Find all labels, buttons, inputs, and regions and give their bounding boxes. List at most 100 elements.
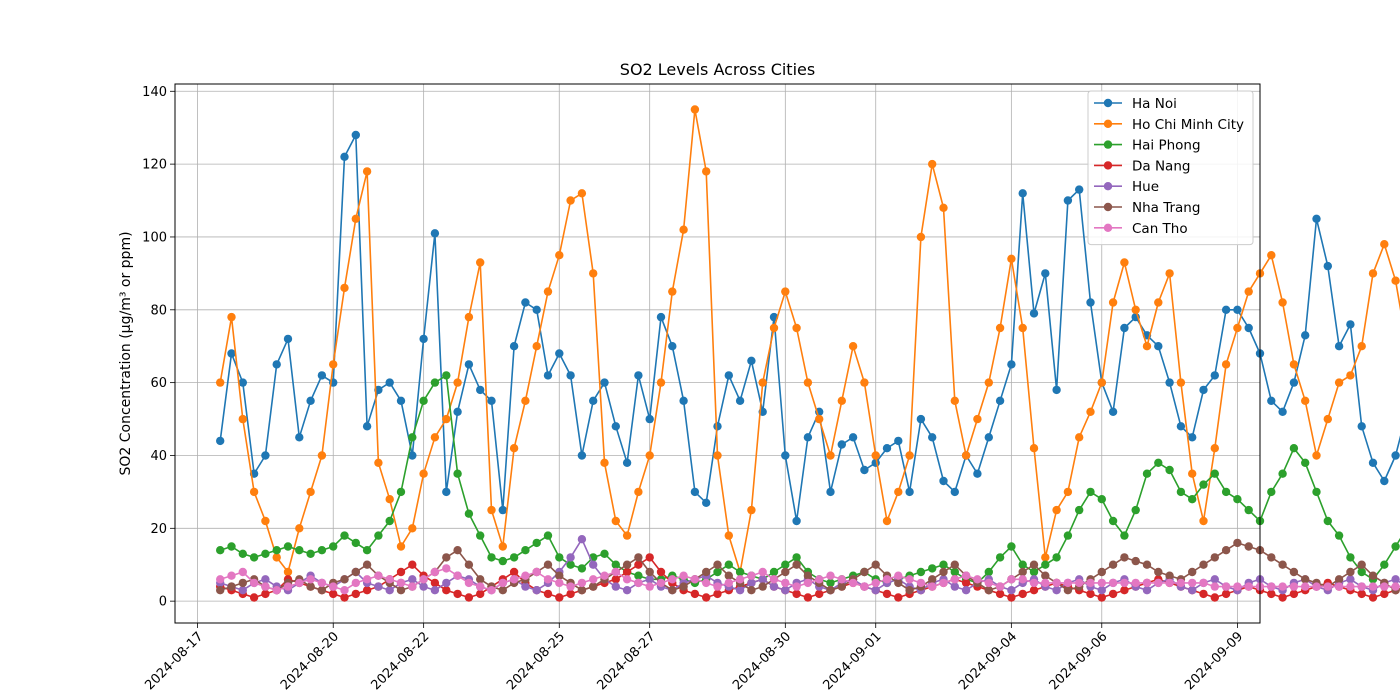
data-point bbox=[1165, 269, 1174, 278]
data-point bbox=[916, 414, 926, 424]
data-point bbox=[340, 586, 349, 595]
data-point bbox=[1244, 582, 1253, 591]
data-point bbox=[317, 578, 327, 588]
legend-marker bbox=[1103, 202, 1113, 212]
data-point bbox=[1154, 298, 1163, 307]
data-point bbox=[894, 571, 903, 580]
data-point bbox=[679, 225, 688, 234]
legend-item: Da Nang bbox=[1094, 158, 1190, 174]
data-point bbox=[1018, 189, 1027, 198]
data-point bbox=[826, 586, 835, 595]
data-point bbox=[1301, 331, 1310, 340]
data-point bbox=[1301, 396, 1310, 405]
data-point bbox=[1289, 582, 1299, 591]
data-point bbox=[645, 575, 654, 584]
data-point bbox=[261, 549, 270, 558]
data-point bbox=[634, 553, 643, 562]
data-point bbox=[781, 567, 790, 577]
data-point bbox=[702, 578, 711, 588]
data-point bbox=[521, 582, 530, 591]
data-point bbox=[487, 553, 496, 562]
data-point bbox=[871, 560, 880, 569]
data-point bbox=[577, 535, 587, 544]
data-point bbox=[1289, 567, 1299, 577]
data-point bbox=[634, 571, 643, 580]
data-point bbox=[735, 396, 745, 405]
legend-label: Nha Trang bbox=[1132, 200, 1200, 216]
data-point bbox=[1007, 593, 1016, 602]
data-point bbox=[408, 433, 417, 442]
data-point bbox=[882, 589, 892, 599]
data-point bbox=[713, 567, 722, 577]
data-point bbox=[1018, 323, 1027, 333]
data-point bbox=[735, 586, 745, 595]
data-point bbox=[860, 567, 869, 577]
data-point bbox=[1391, 542, 1400, 551]
data-point bbox=[1188, 586, 1197, 595]
data-point bbox=[1267, 487, 1276, 497]
data-point bbox=[261, 451, 270, 460]
data-point bbox=[1289, 378, 1299, 387]
data-point bbox=[928, 575, 937, 584]
data-point bbox=[1289, 589, 1299, 599]
data-point bbox=[216, 586, 225, 595]
data-point bbox=[634, 578, 643, 588]
legend-item: Hai Phong bbox=[1094, 138, 1201, 154]
data-point bbox=[261, 582, 270, 591]
data-point bbox=[1346, 582, 1355, 591]
data-point bbox=[792, 582, 801, 591]
data-point bbox=[1210, 444, 1220, 453]
data-point bbox=[249, 487, 259, 497]
data-point bbox=[577, 586, 587, 595]
data-point bbox=[781, 451, 790, 460]
data-point bbox=[995, 396, 1005, 405]
data-point bbox=[1210, 553, 1220, 562]
data-point bbox=[374, 571, 383, 580]
data-point bbox=[1199, 516, 1208, 526]
data-point bbox=[894, 578, 903, 588]
data-point bbox=[396, 542, 406, 551]
data-point bbox=[261, 516, 270, 526]
data-point bbox=[1063, 586, 1073, 595]
data-point bbox=[295, 546, 304, 555]
data-point bbox=[442, 487, 451, 497]
data-point bbox=[600, 549, 609, 558]
data-point bbox=[1165, 571, 1174, 580]
data-point bbox=[521, 396, 530, 405]
data-point bbox=[1199, 578, 1208, 588]
data-point bbox=[656, 312, 666, 322]
data-point bbox=[984, 567, 993, 577]
data-point bbox=[430, 567, 440, 577]
data-point bbox=[1176, 378, 1186, 387]
data-point bbox=[826, 571, 835, 580]
data-point bbox=[1086, 487, 1095, 497]
data-point bbox=[634, 371, 643, 380]
series-line bbox=[219, 134, 1400, 522]
data-point bbox=[961, 451, 971, 460]
y-tick-label: 80 bbox=[150, 303, 167, 318]
data-point bbox=[453, 571, 462, 580]
data-point bbox=[1391, 575, 1400, 584]
data-point bbox=[317, 371, 327, 380]
data-point bbox=[1142, 342, 1152, 351]
data-point bbox=[1346, 371, 1355, 380]
data-point bbox=[1312, 582, 1321, 591]
data-point bbox=[555, 578, 564, 588]
y-tick-label: 140 bbox=[142, 85, 167, 100]
data-point bbox=[1221, 589, 1231, 599]
data-point bbox=[340, 575, 349, 584]
data-point bbox=[476, 258, 485, 267]
data-point bbox=[464, 593, 474, 602]
data-point bbox=[487, 586, 496, 595]
data-point bbox=[1380, 560, 1389, 569]
data-point bbox=[408, 524, 417, 533]
data-point bbox=[634, 487, 643, 497]
data-point bbox=[442, 564, 451, 573]
data-point bbox=[1165, 578, 1174, 588]
data-point bbox=[1368, 269, 1378, 278]
data-point bbox=[1029, 567, 1039, 577]
data-point bbox=[577, 578, 587, 588]
series-layer bbox=[216, 105, 1400, 602]
data-point bbox=[1018, 560, 1027, 569]
data-point bbox=[1131, 556, 1140, 566]
